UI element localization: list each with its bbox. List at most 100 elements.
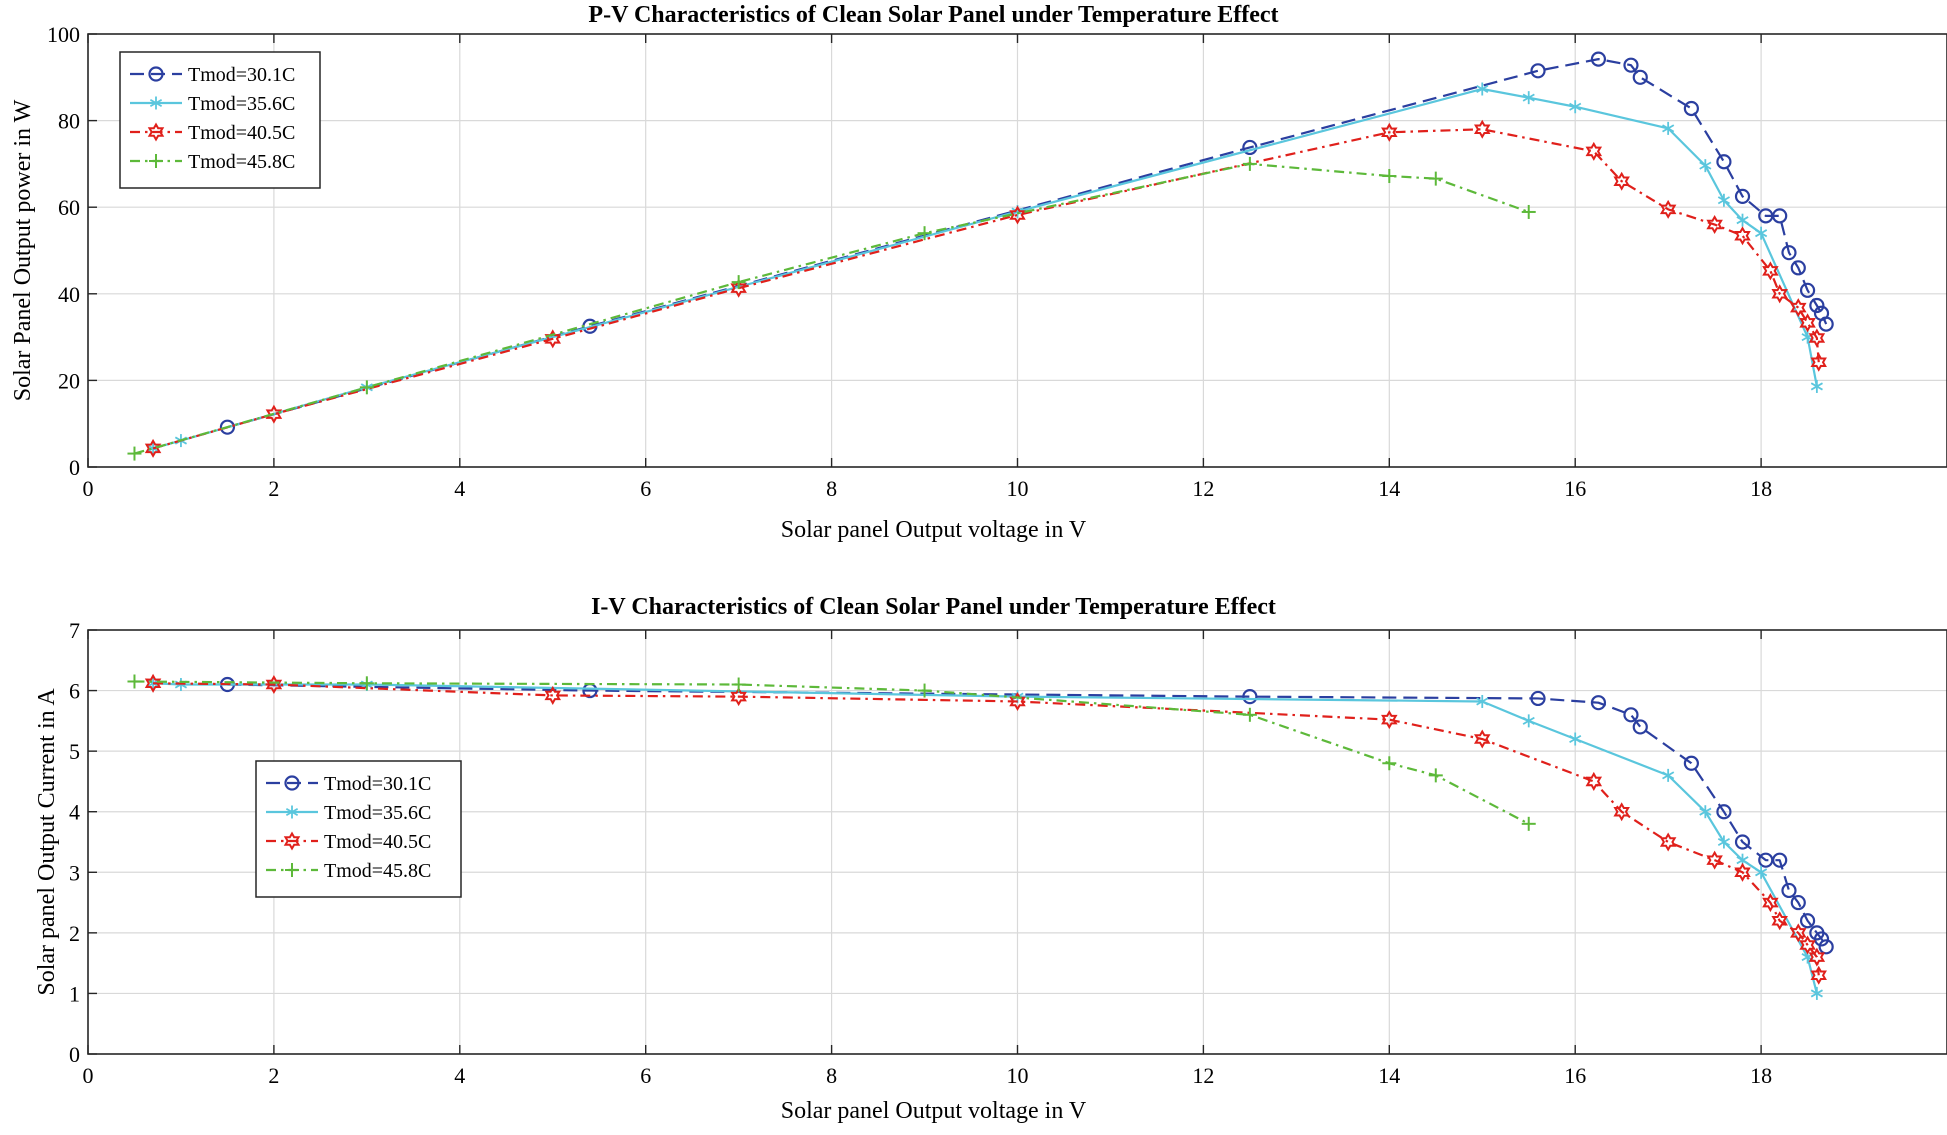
iv-data-point xyxy=(1790,923,1807,943)
iv-x-axis-label: Solar panel Output voltage in V xyxy=(781,1098,1087,1124)
pv-data-point xyxy=(1809,297,1825,314)
iv-series-tmod-30-1c xyxy=(219,676,1834,955)
iv-data-point xyxy=(1522,714,1535,728)
iv-data-point xyxy=(1381,710,1398,730)
pv-data-point xyxy=(219,419,236,435)
pv-data-point xyxy=(1799,313,1816,333)
pv-data-point xyxy=(1736,213,1749,227)
pv-series-tmod-30-1c xyxy=(219,51,1834,435)
pv-legend: Tmod=30.1C Tmod=35.6C Tmod=40.5C Tmod=45.8C xyxy=(119,51,321,189)
pv-data-point xyxy=(544,329,562,349)
iv-series xyxy=(127,673,1834,1000)
pv-data-point xyxy=(1810,352,1827,372)
iv-legend-marker xyxy=(283,831,301,851)
iv-data-point xyxy=(1781,882,1797,899)
pv-series-line xyxy=(152,87,1818,450)
pv-y-axis-label: Solar Panel Output power in W xyxy=(10,99,36,401)
pv-x-tick-label: 16 xyxy=(1564,476,1586,501)
iv-legend-label: Tmod=45.8C xyxy=(324,860,431,882)
pv-y-tick-label: 100 xyxy=(47,22,80,47)
pv-data-point xyxy=(1762,261,1779,281)
iv-data-point xyxy=(730,687,747,707)
iv-x-tick-label: 12 xyxy=(1192,1063,1214,1088)
pv-legend-marker xyxy=(148,66,164,82)
pv-y-tick-label: 0 xyxy=(69,455,80,480)
iv-data-point xyxy=(1476,694,1489,708)
iv-data-point xyxy=(1659,832,1677,852)
iv-data-point xyxy=(1716,804,1732,820)
iv-legend-marker xyxy=(285,863,299,877)
iv-legend: Tmod=30.1C Tmod=35.6C Tmod=40.5C Tmod=45.8C xyxy=(255,760,462,898)
iv-data-point xyxy=(1813,931,1830,947)
pv-grid xyxy=(88,34,1947,467)
pv-data-point xyxy=(1781,245,1797,261)
iv-series-tmod-40-5c xyxy=(144,673,1827,985)
iv-y-tick-label: 0 xyxy=(69,1042,80,1067)
iv-y-tick-label: 2 xyxy=(69,921,80,946)
iv-data-point xyxy=(1706,850,1723,870)
iv-y-axis-label: Solar panel Output Current in A xyxy=(34,688,60,996)
pv-data-point xyxy=(1242,156,1257,171)
pv-x-tick-label: 2 xyxy=(268,476,279,501)
pv-data-point xyxy=(1009,205,1026,225)
iv-data-point xyxy=(1585,771,1603,791)
iv-data-point xyxy=(1569,732,1582,746)
pv-legend-label: Tmod=45.8C xyxy=(188,151,295,173)
pv-x-tick-label: 12 xyxy=(1192,476,1214,501)
iv-legend-marker xyxy=(284,775,300,791)
pv-data-point xyxy=(730,278,747,298)
iv-data-point xyxy=(1242,689,1258,705)
iv-data-point xyxy=(1771,911,1788,931)
iv-y-tick-label: 4 xyxy=(69,800,80,825)
iv-data-point xyxy=(1799,935,1816,955)
pv-data-point xyxy=(1706,215,1723,235)
iv-data-point xyxy=(1662,768,1675,782)
iv-data-point xyxy=(1717,835,1730,849)
pv-data-point xyxy=(1810,379,1823,393)
pv-data-point xyxy=(1808,328,1826,348)
iv-data-point xyxy=(1530,690,1546,707)
pv-data-point xyxy=(1659,199,1677,219)
iv-data-point xyxy=(1790,894,1806,911)
iv-data-point xyxy=(127,674,142,689)
pv-data-point xyxy=(1623,57,1639,73)
pv-data-point xyxy=(1799,282,1816,298)
iv-data-point xyxy=(731,677,746,692)
pv-legend-label: Tmod=30.1C xyxy=(188,64,295,86)
iv-legend-label: Tmod=35.6C xyxy=(324,802,431,824)
iv-data-point xyxy=(1734,834,1751,850)
pv-data-point xyxy=(1530,63,1546,79)
iv-data-point xyxy=(1810,965,1827,985)
pv-x-tick-label: 8 xyxy=(826,476,837,501)
pv-chart: 0 2 4 6 8 10 12 14 16 18 0 20 40 60 80 100 P-V Characte… xyxy=(10,2,1947,543)
pv-data-point xyxy=(359,380,374,395)
pv-y-tick-label: 40 xyxy=(58,282,80,307)
pv-data-point xyxy=(1632,69,1648,85)
iv-series-line xyxy=(227,683,1828,948)
pv-data-point xyxy=(1772,208,1788,224)
pv-data-point xyxy=(1771,284,1788,304)
pv-x-tick-label: 14 xyxy=(1378,476,1400,501)
iv-data-point xyxy=(144,673,162,693)
iv-data-point xyxy=(917,683,932,698)
iv-y-tick-label: 7 xyxy=(69,618,80,643)
iv-x-tick-label: 16 xyxy=(1564,1063,1586,1088)
iv-data-point xyxy=(1632,719,1648,735)
pv-data-point xyxy=(1755,226,1768,240)
pv-y-tick-label: 20 xyxy=(58,368,80,393)
pv-legend-marker xyxy=(149,154,163,168)
pv-x-tick-label: 0 xyxy=(83,476,94,501)
pv-legend-marker xyxy=(147,122,165,142)
pv-legend-marker xyxy=(149,96,163,110)
pv-data-point xyxy=(1716,154,1732,170)
pv-series-tmod-40-5c xyxy=(144,119,1827,458)
pv-x-tick-label: 6 xyxy=(640,476,651,501)
iv-data-point xyxy=(1382,756,1397,771)
pv-data-point xyxy=(1662,121,1675,135)
pv-data-point xyxy=(1717,193,1730,207)
iv-data-point xyxy=(544,685,562,705)
iv-data-point xyxy=(1242,707,1257,722)
iv-data-point xyxy=(1428,768,1443,783)
iv-legend-label: Tmod=30.1C xyxy=(324,773,431,795)
